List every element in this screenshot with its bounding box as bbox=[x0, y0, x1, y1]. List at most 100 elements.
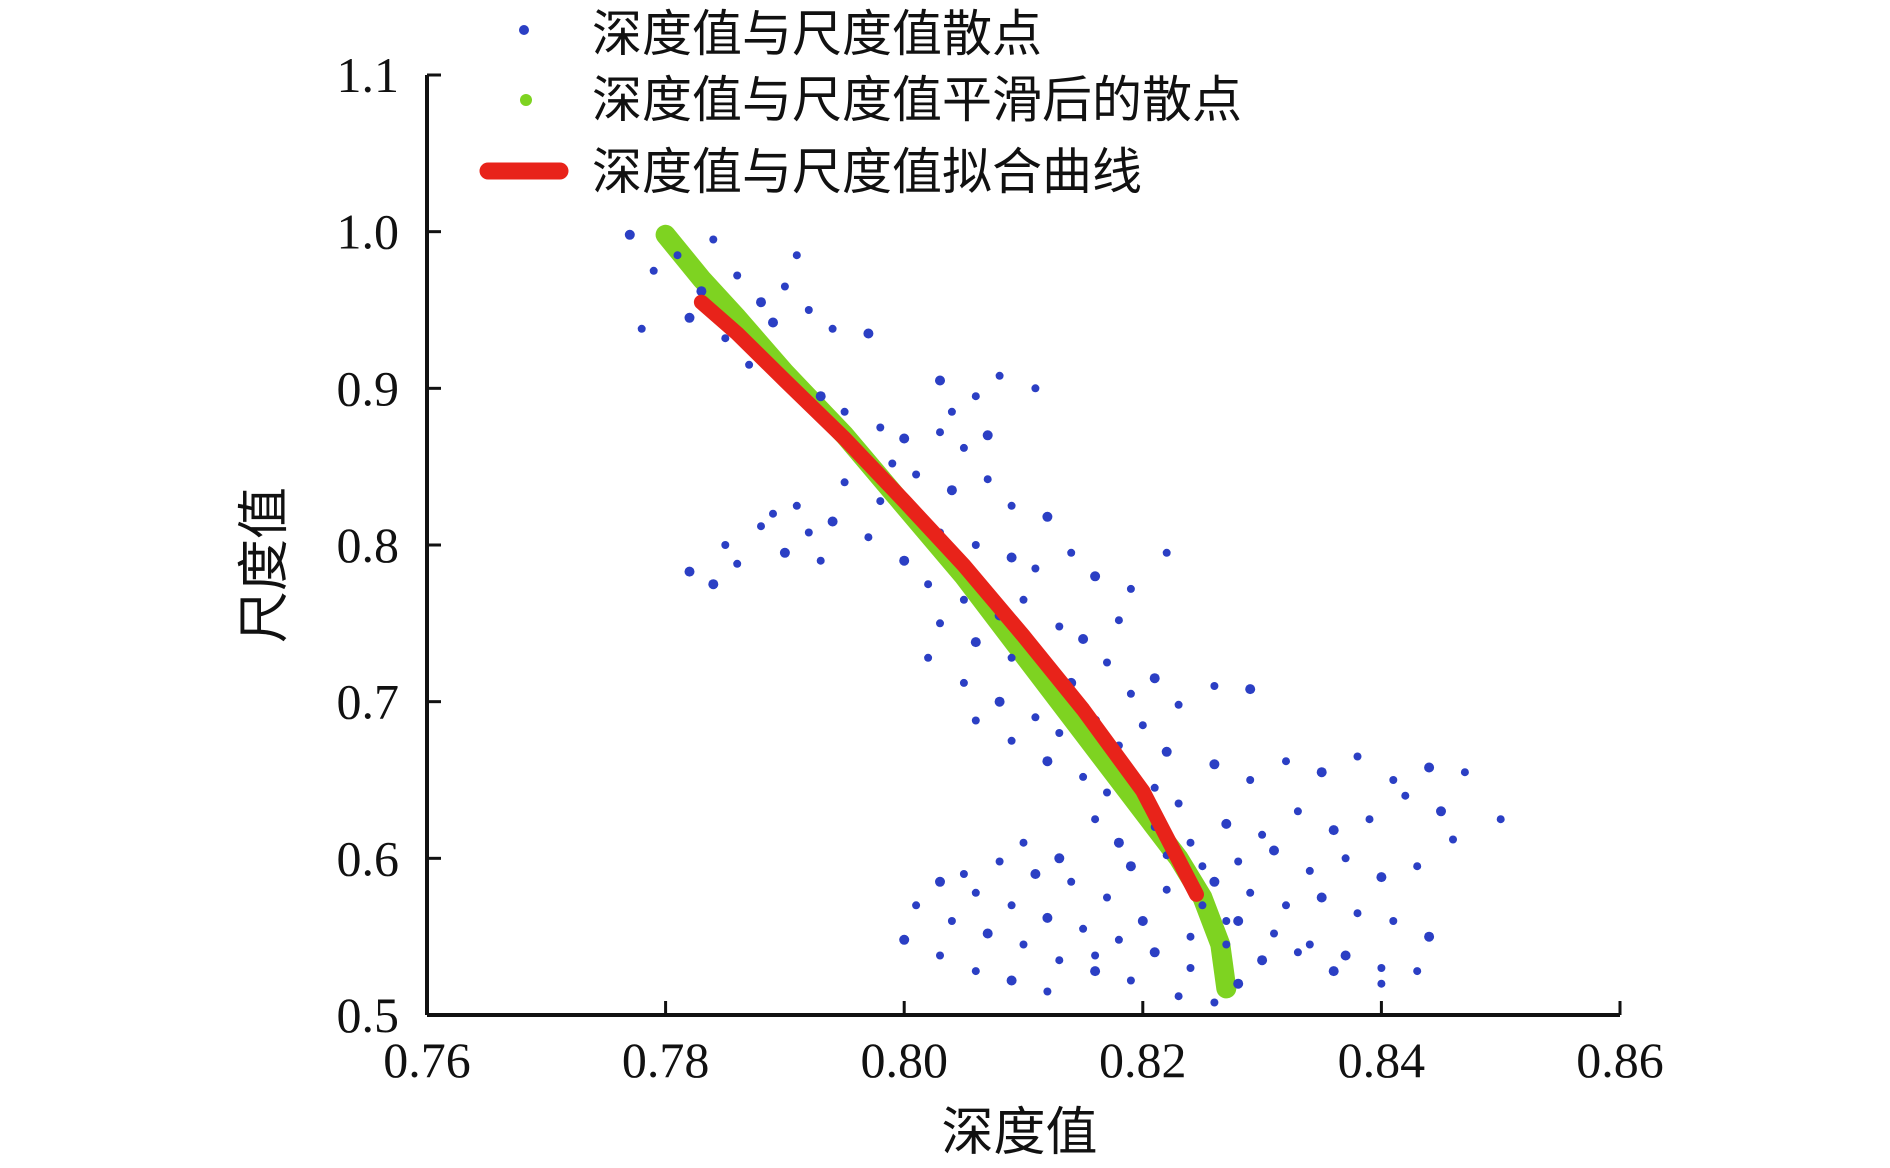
scatter-point bbox=[1079, 924, 1088, 933]
scatter-point bbox=[1413, 862, 1422, 871]
x-axis-title: 深度值 bbox=[941, 1103, 1097, 1163]
scatter-point bbox=[1328, 966, 1339, 977]
scatter-point bbox=[1341, 854, 1350, 863]
scatter-point bbox=[1031, 384, 1040, 393]
scatter-point bbox=[828, 324, 837, 333]
scatter-point bbox=[1305, 940, 1314, 949]
scatter-point bbox=[959, 595, 968, 604]
x-tick-label: 0.80 bbox=[860, 1032, 948, 1088]
y-tick-label: 0.8 bbox=[337, 517, 400, 573]
scatter-point bbox=[1353, 752, 1362, 761]
scatter-point bbox=[1149, 673, 1160, 684]
scatter-point bbox=[1209, 876, 1220, 887]
scatter-point bbox=[1067, 877, 1076, 886]
scatter-point bbox=[1103, 658, 1111, 667]
scatter-point bbox=[673, 251, 682, 260]
scatter-point bbox=[935, 375, 945, 386]
scatter-point bbox=[1103, 893, 1111, 902]
scatter-point bbox=[899, 433, 910, 444]
x-tick-label: 0.76 bbox=[383, 1032, 471, 1088]
scatter-point bbox=[1019, 838, 1028, 847]
y-tick-label: 1.0 bbox=[337, 204, 400, 260]
scatter-point bbox=[971, 888, 980, 897]
scatter-point bbox=[1449, 835, 1457, 844]
scatter-point bbox=[899, 555, 910, 566]
scatter-point bbox=[756, 297, 766, 308]
scatter-point bbox=[827, 516, 838, 527]
scatter-point bbox=[1055, 956, 1064, 965]
y-axis-title: 尺度值 bbox=[235, 487, 295, 643]
scatter-point bbox=[982, 928, 993, 939]
x-tick-label: 0.78 bbox=[622, 1032, 710, 1088]
scatter-point bbox=[1161, 746, 1172, 757]
scatter-point bbox=[1377, 979, 1386, 988]
scatter-point bbox=[769, 509, 777, 518]
scatter-point bbox=[1079, 772, 1088, 781]
scatter-point bbox=[946, 485, 957, 496]
legend-marker-smoothed bbox=[520, 94, 532, 106]
scatter-point bbox=[1090, 966, 1101, 977]
scatter-point bbox=[1007, 653, 1016, 662]
scatter-point bbox=[1424, 762, 1435, 773]
scatter-point bbox=[959, 678, 968, 687]
scatter-point bbox=[1293, 948, 1302, 957]
x-tick-label: 0.84 bbox=[1338, 1032, 1426, 1088]
scatter-point bbox=[1162, 885, 1171, 894]
scatter-point bbox=[1413, 967, 1422, 976]
scatter-point bbox=[1137, 916, 1148, 926]
scatter-point bbox=[899, 934, 910, 945]
scatter-point bbox=[1054, 853, 1065, 864]
scatter-point bbox=[1067, 548, 1076, 557]
scatter-point bbox=[1006, 975, 1017, 986]
scatter-point bbox=[1186, 964, 1195, 972]
scatter-point bbox=[1209, 759, 1220, 770]
scatter-point bbox=[1496, 815, 1505, 824]
scatter-point bbox=[1186, 932, 1195, 941]
scatter-point bbox=[1042, 511, 1053, 522]
scatter-point bbox=[1246, 888, 1255, 897]
scatter-point bbox=[1031, 713, 1040, 722]
scatter-point bbox=[876, 423, 885, 432]
scatter-point bbox=[1007, 901, 1016, 910]
scatter-point bbox=[959, 870, 968, 878]
scatter-point bbox=[1174, 700, 1183, 709]
scatter-point bbox=[721, 541, 730, 549]
scatter-point bbox=[1365, 815, 1374, 824]
x-tick-label: 0.86 bbox=[1576, 1032, 1664, 1088]
scatter-point bbox=[1377, 964, 1386, 972]
scatter-point bbox=[971, 716, 980, 725]
scatter-point bbox=[1389, 776, 1398, 784]
scatter-point bbox=[1114, 935, 1123, 944]
scatter-point bbox=[733, 559, 742, 568]
scatter-point bbox=[1031, 564, 1040, 573]
scatter-point bbox=[1125, 861, 1136, 872]
scatter-point bbox=[1149, 947, 1160, 958]
scatter-point bbox=[1424, 931, 1435, 942]
scatter-point bbox=[804, 306, 813, 314]
scatter-point bbox=[1353, 909, 1362, 918]
scatter-point bbox=[876, 497, 885, 506]
scatter-point bbox=[1198, 862, 1207, 871]
scatter-point bbox=[995, 371, 1004, 380]
scatter-point bbox=[1293, 807, 1302, 816]
scatter-point bbox=[1186, 838, 1195, 847]
scatter-point bbox=[1138, 721, 1147, 730]
scatter-point bbox=[864, 533, 873, 542]
scatter-point bbox=[936, 619, 944, 628]
scatter-point bbox=[1460, 768, 1469, 777]
legend-label: 深度值与尺度值平滑后的散点 bbox=[592, 71, 1242, 129]
scatter-point bbox=[780, 282, 789, 291]
scatter-point bbox=[947, 917, 956, 925]
axes: 0.76 0.78 0.80 0.82 0.84 0.86 0.5 0.6 0.7 0.8 0.9 1… bbox=[337, 47, 1664, 1088]
scatter-point bbox=[970, 637, 981, 648]
scatter-point bbox=[624, 229, 635, 240]
scatter-point bbox=[1210, 682, 1219, 690]
scatter-point bbox=[983, 475, 992, 484]
scatter-point bbox=[1389, 917, 1398, 925]
scatter-point bbox=[1340, 950, 1351, 961]
scatter-point bbox=[936, 951, 944, 960]
scatter-point bbox=[1078, 634, 1089, 644]
plot-area bbox=[624, 224, 1505, 1007]
scatter-point bbox=[1258, 830, 1267, 839]
scatter-point bbox=[1282, 757, 1290, 766]
